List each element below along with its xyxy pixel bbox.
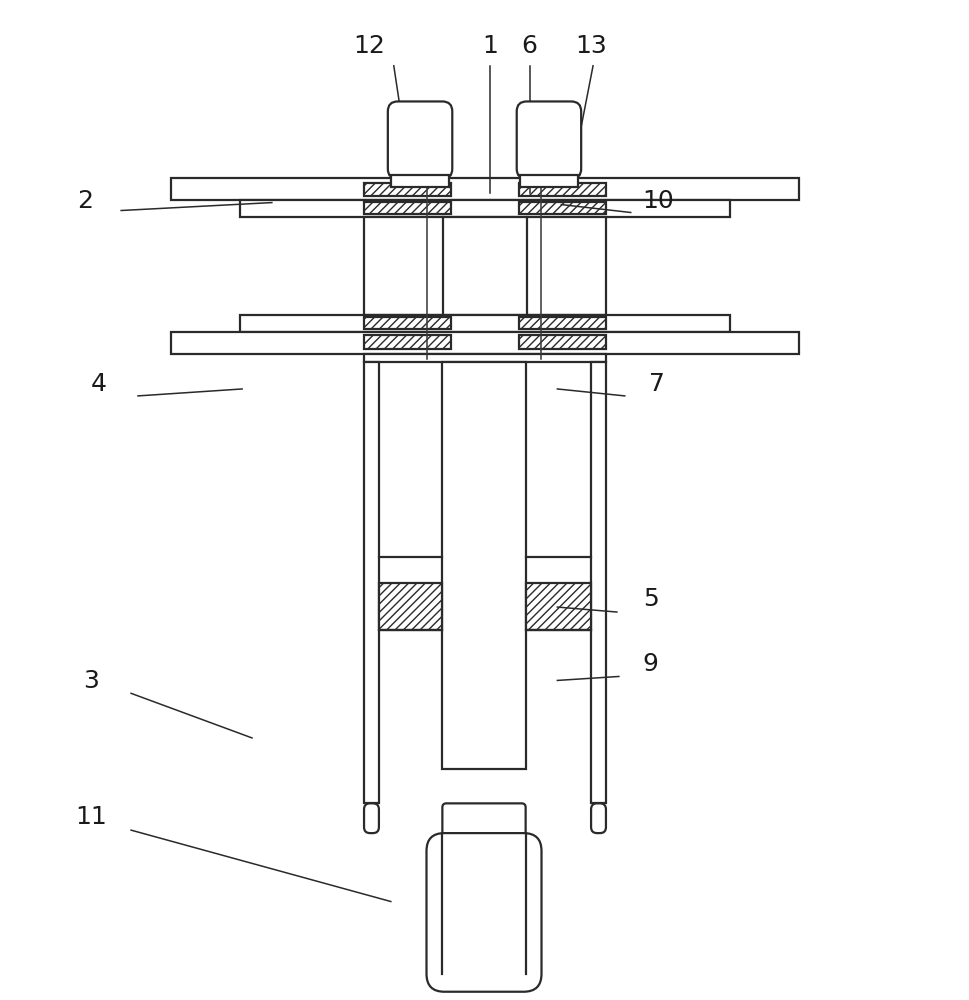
Bar bbox=[364, 354, 606, 362]
Text: 3: 3 bbox=[83, 669, 100, 693]
Bar bbox=[518, 202, 606, 214]
Bar bbox=[364, 362, 379, 803]
Text: 9: 9 bbox=[642, 652, 659, 676]
FancyBboxPatch shape bbox=[426, 833, 542, 992]
Bar bbox=[364, 317, 452, 329]
Bar bbox=[364, 183, 452, 196]
Bar bbox=[379, 583, 443, 630]
Bar bbox=[518, 183, 606, 196]
FancyBboxPatch shape bbox=[388, 101, 453, 179]
Bar bbox=[364, 202, 452, 214]
Text: 1: 1 bbox=[482, 34, 498, 58]
Bar bbox=[240, 315, 730, 332]
Bar bbox=[518, 335, 606, 349]
Text: 12: 12 bbox=[353, 34, 385, 58]
Text: 2: 2 bbox=[78, 189, 93, 213]
Bar bbox=[364, 335, 452, 349]
Bar bbox=[171, 178, 799, 200]
FancyBboxPatch shape bbox=[443, 803, 525, 841]
Bar bbox=[591, 362, 606, 803]
Bar bbox=[171, 332, 799, 354]
Text: 5: 5 bbox=[642, 587, 658, 611]
Text: 10: 10 bbox=[642, 189, 674, 213]
Bar bbox=[364, 217, 606, 315]
Bar bbox=[518, 317, 606, 329]
Text: 4: 4 bbox=[90, 372, 107, 396]
Text: 6: 6 bbox=[521, 34, 538, 58]
FancyBboxPatch shape bbox=[591, 803, 606, 833]
Bar bbox=[519, 175, 578, 187]
FancyBboxPatch shape bbox=[516, 101, 581, 179]
Bar bbox=[391, 175, 450, 187]
Text: 13: 13 bbox=[576, 34, 607, 58]
Bar bbox=[240, 200, 730, 217]
Text: 11: 11 bbox=[76, 805, 108, 829]
FancyBboxPatch shape bbox=[364, 803, 379, 833]
Bar bbox=[443, 362, 525, 769]
Text: 7: 7 bbox=[648, 372, 665, 396]
Bar bbox=[525, 583, 591, 630]
